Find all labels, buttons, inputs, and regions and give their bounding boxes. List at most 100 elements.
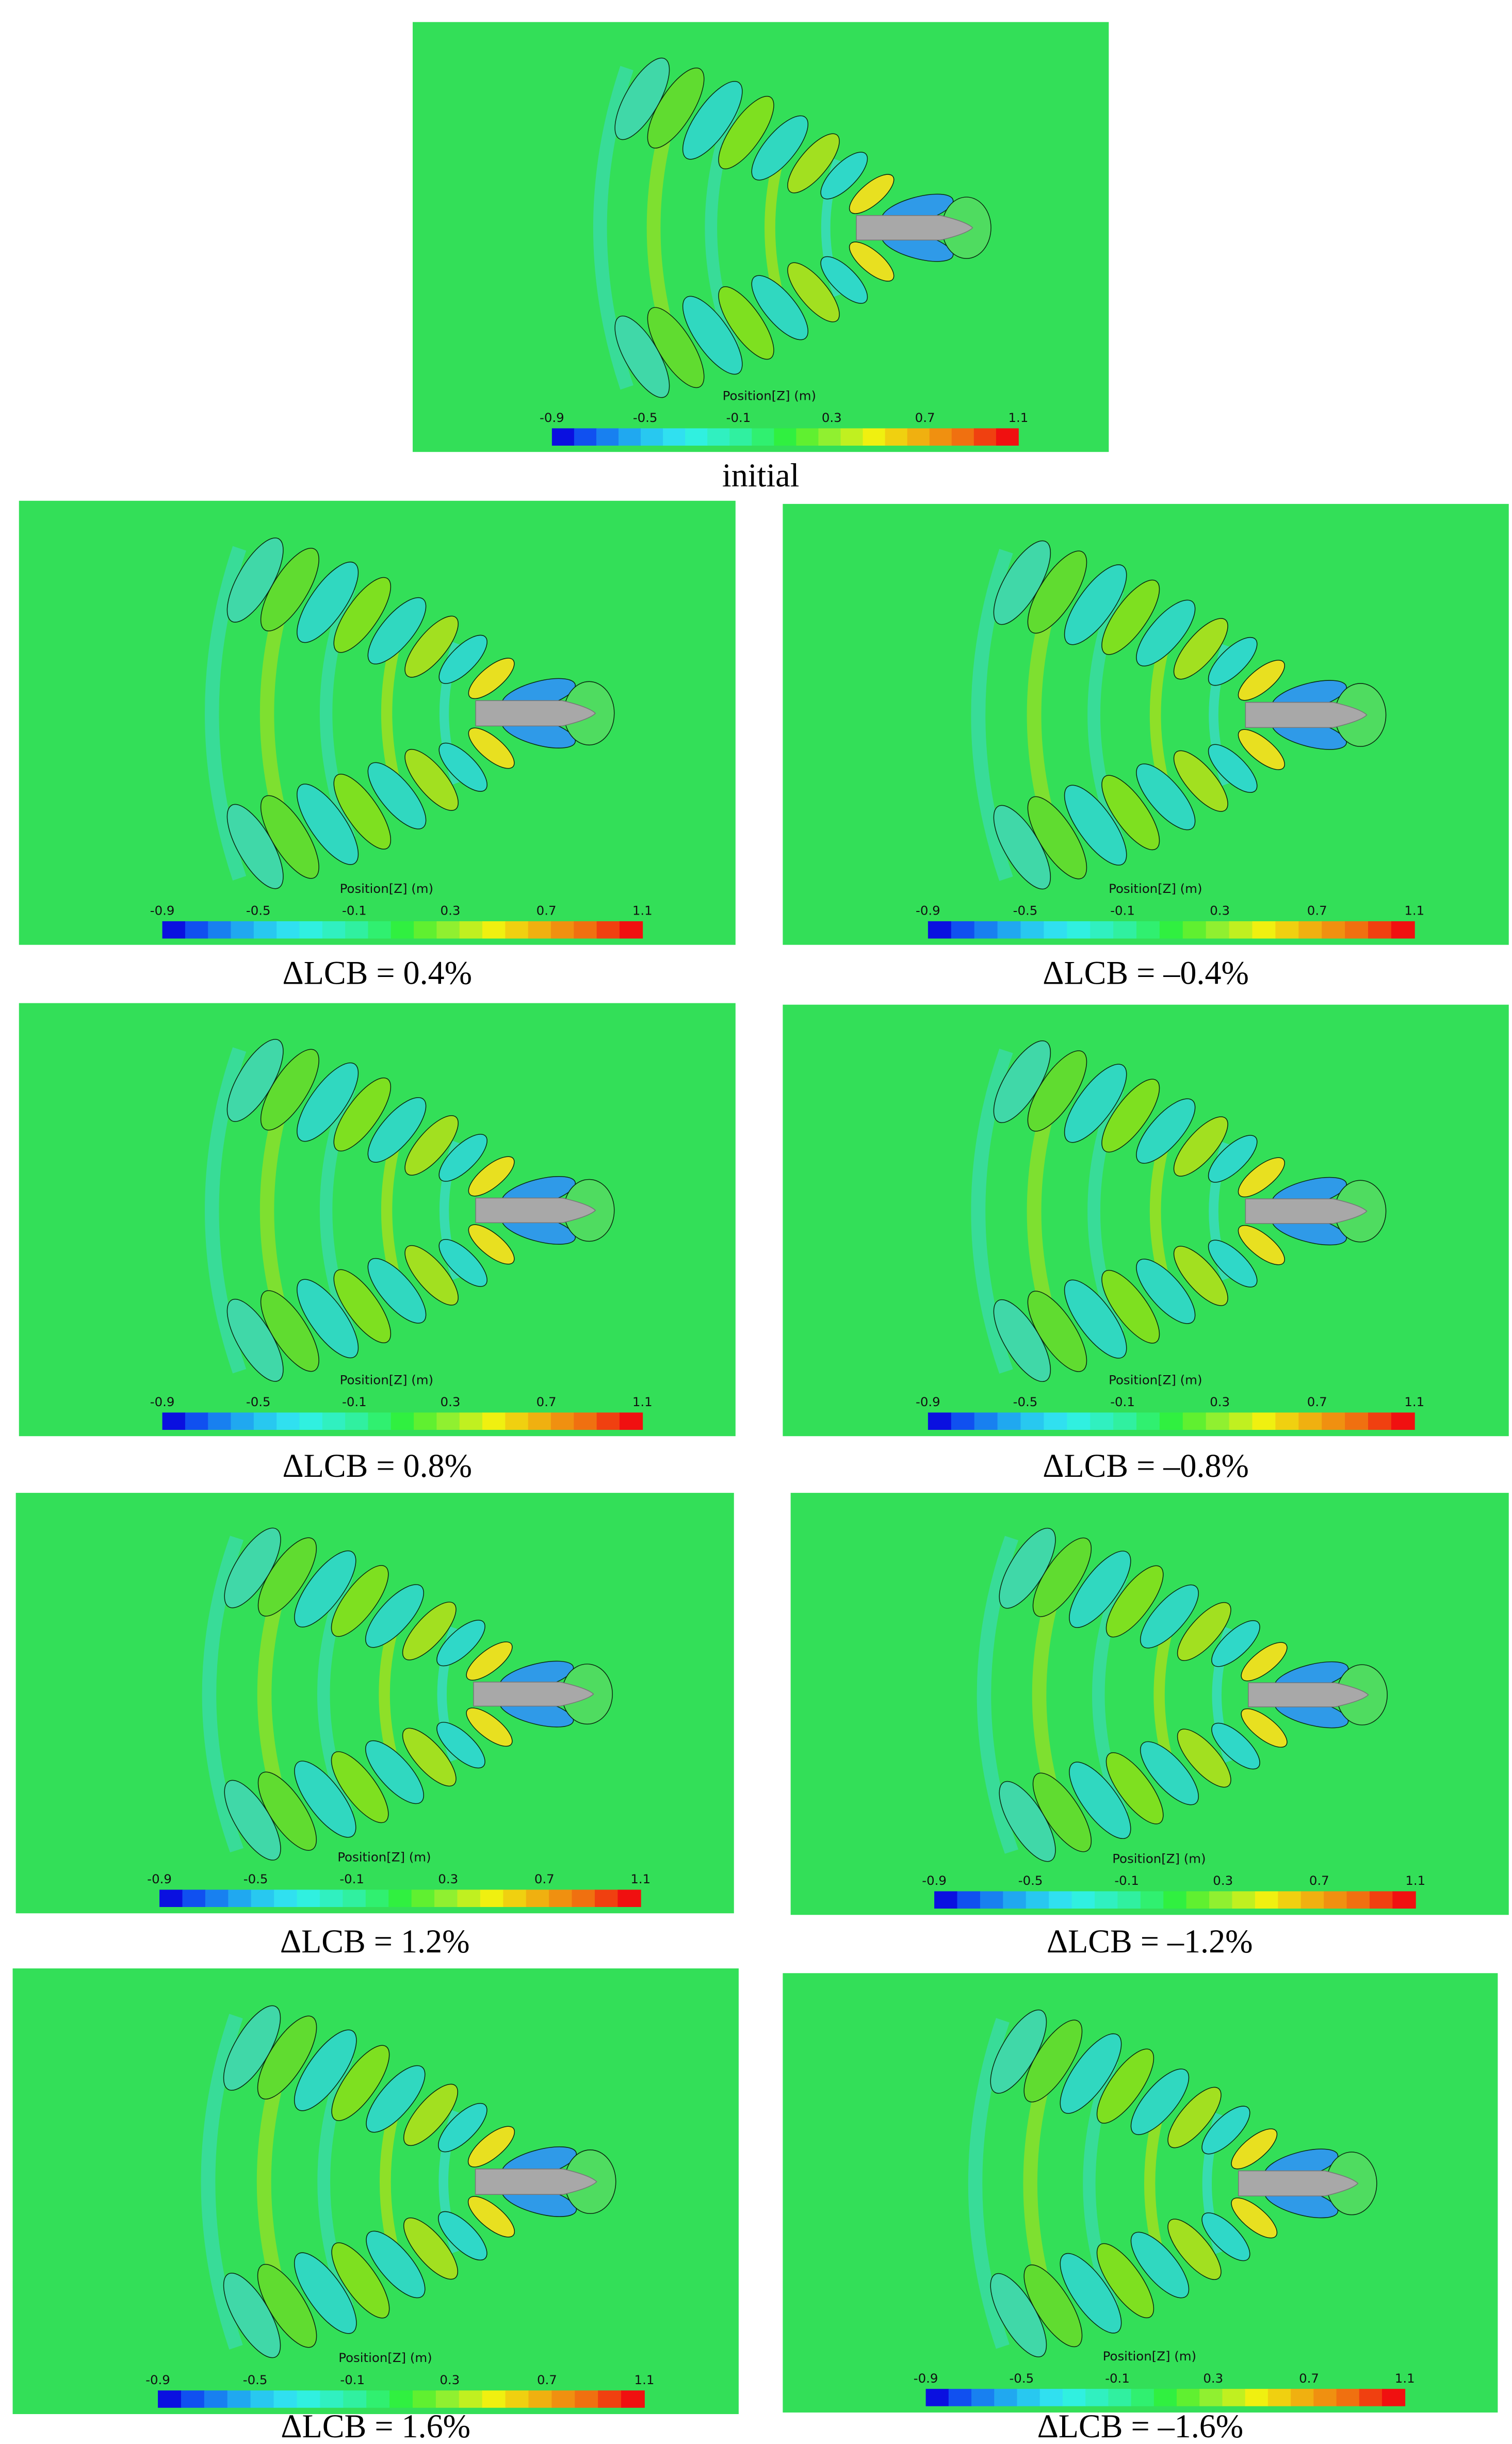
colorbar-tick-label: 0.3	[1210, 1394, 1230, 1409]
colorbar-cell	[729, 428, 753, 446]
colorbar-cell	[208, 1412, 232, 1430]
panel-background	[783, 1973, 1498, 2413]
colorbar-tick-label: -0.5	[633, 410, 658, 425]
colorbar-tick-label: 0.3	[440, 2372, 460, 2387]
colorbar-cell	[1090, 1412, 1114, 1430]
colorbar-cell	[528, 1412, 551, 1430]
colorbar-cell	[1044, 921, 1068, 939]
colorbar-cell	[1252, 921, 1276, 939]
panel: Position[Z] (m) -0.9 -0.5 -0.1 0.3 0.7 1.1	[783, 1973, 1498, 2413]
colorbar-tick-label: 1.1	[1405, 1873, 1425, 1888]
colorbar-cell	[1345, 921, 1369, 939]
colorbar-cell	[505, 1412, 529, 1430]
colorbar-cell	[598, 2390, 622, 2408]
colorbar-cell	[250, 2390, 274, 2408]
colorbar-cell	[574, 428, 597, 446]
colorbar-cell	[1232, 1891, 1256, 1909]
colorbar-cell	[365, 1889, 389, 1907]
colorbar-tick-label: 0.7	[537, 2372, 557, 2387]
colorbar-cell	[1369, 1891, 1393, 1909]
colorbar-cell	[1345, 1412, 1369, 1430]
colorbar-cell	[322, 921, 346, 939]
colorbar-tick-label: -0.1	[340, 2372, 365, 2387]
colorbar-cell	[528, 2390, 552, 2408]
colorbar-cell	[411, 1889, 435, 1907]
colorbar-tick-label: 1.1	[635, 2372, 655, 2387]
colorbar-cell	[596, 428, 619, 446]
colorbar-cell	[435, 2390, 460, 2408]
colorbar-cell	[503, 1889, 527, 1907]
colorbar-cell	[619, 428, 641, 446]
panel: Position[Z] (m) -0.9 -0.5 -0.1 0.3 0.7 1.1	[19, 500, 736, 945]
colorbar-cell	[1108, 2389, 1132, 2406]
colorbar-cell	[572, 1889, 595, 1907]
colorbar-cell	[551, 2390, 576, 2408]
colorbar-cell	[389, 2390, 413, 2408]
colorbar-cell	[596, 1412, 620, 1430]
colorbar-cell	[1117, 1891, 1141, 1909]
colorbar-cell	[752, 428, 775, 446]
colorbar-cell	[158, 2390, 182, 2408]
colorbar-cell	[1199, 2389, 1223, 2406]
colorbar-tick-label: -0.1	[1114, 1873, 1139, 1888]
colorbar-tick-label: 0.7	[1307, 1394, 1327, 1409]
colorbar-cell	[1391, 921, 1415, 939]
colorbar-tick-label: 1.1	[632, 1394, 653, 1409]
colorbar-cell	[162, 921, 186, 939]
caption: ΔLCB = –0.4%	[1043, 954, 1249, 991]
colorbar-cell	[1136, 921, 1160, 939]
colorbar-tick-label: 1.1	[1009, 410, 1029, 425]
colorbar-cell	[1026, 1891, 1050, 1909]
colorbar-cell	[480, 1889, 504, 1907]
colorbar-cell	[1222, 2389, 1246, 2406]
colorbar-cell	[1049, 1891, 1072, 1909]
colorbar-cell	[1039, 2389, 1063, 2406]
colorbar-cell	[297, 2390, 321, 2408]
colorbar-cell	[925, 2389, 949, 2406]
colorbar-tick-label: -0.1	[339, 1871, 364, 1886]
colorbar-cell	[345, 1412, 369, 1430]
colorbar-cell	[1324, 1891, 1347, 1909]
colorbar-cell	[997, 921, 1021, 939]
colorbar-cell	[774, 428, 797, 446]
colorbar-cell	[863, 428, 886, 446]
colorbar-tick-label: -0.5	[243, 1871, 268, 1886]
colorbar-tick-label: 0.3	[1210, 903, 1230, 918]
colorbar-cell	[1275, 921, 1299, 939]
colorbar-cell	[707, 428, 730, 446]
colorbar-cell	[1159, 921, 1183, 939]
panel: Position[Z] (m) -0.9 -0.5 -0.1 0.3 0.7 1.1	[783, 503, 1509, 945]
panel-background	[19, 1003, 736, 1437]
colorbar-cell	[434, 1889, 458, 1907]
colorbar-cell	[412, 2390, 436, 2408]
colorbar-tick-label: -0.5	[1013, 903, 1038, 918]
colorbar-cell	[297, 1889, 320, 1907]
colorbar-cell	[526, 1889, 550, 1907]
colorbar-cell	[929, 428, 952, 446]
colorbar-tick-label: 0.7	[536, 1394, 557, 1409]
colorbar-cell	[1298, 1412, 1323, 1430]
colorbar-cell	[1071, 1891, 1095, 1909]
colorbar-cell	[1298, 921, 1323, 939]
caption: initial	[722, 457, 800, 494]
colorbar-tick-label: -0.9	[914, 2371, 938, 2386]
colorbar-cell	[366, 2390, 390, 2408]
colorbar-cell	[1020, 921, 1045, 939]
panel: Position[Z] (m) -0.9 -0.5 -0.1 0.3 0.7 1.1	[15, 1493, 734, 1914]
panel: Position[Z] (m) -0.9 -0.5 -0.1 0.3 0.7 1.1	[783, 1004, 1509, 1437]
colorbar-cell	[1346, 1891, 1370, 1909]
colorbar-cell	[436, 921, 460, 939]
colorbar-cell	[1003, 1891, 1027, 1909]
panel-background	[412, 22, 1109, 452]
panel: Position[Z] (m) -0.9 -0.5 -0.1 0.3 0.7 1.1	[412, 22, 1109, 452]
colorbar-cell	[973, 428, 997, 446]
colorbar-title: Position[Z] (m)	[340, 881, 433, 896]
panel-background	[783, 503, 1509, 945]
colorbar-cell	[1113, 921, 1137, 939]
colorbar-cell	[319, 1889, 344, 1907]
colorbar-cell	[343, 2390, 367, 2408]
caption: ΔLCB = –1.6%	[1037, 2408, 1244, 2444]
colorbar-tick-label: 0.3	[1203, 2371, 1223, 2386]
colorbar-tick-label: 0.3	[1213, 1873, 1233, 1888]
